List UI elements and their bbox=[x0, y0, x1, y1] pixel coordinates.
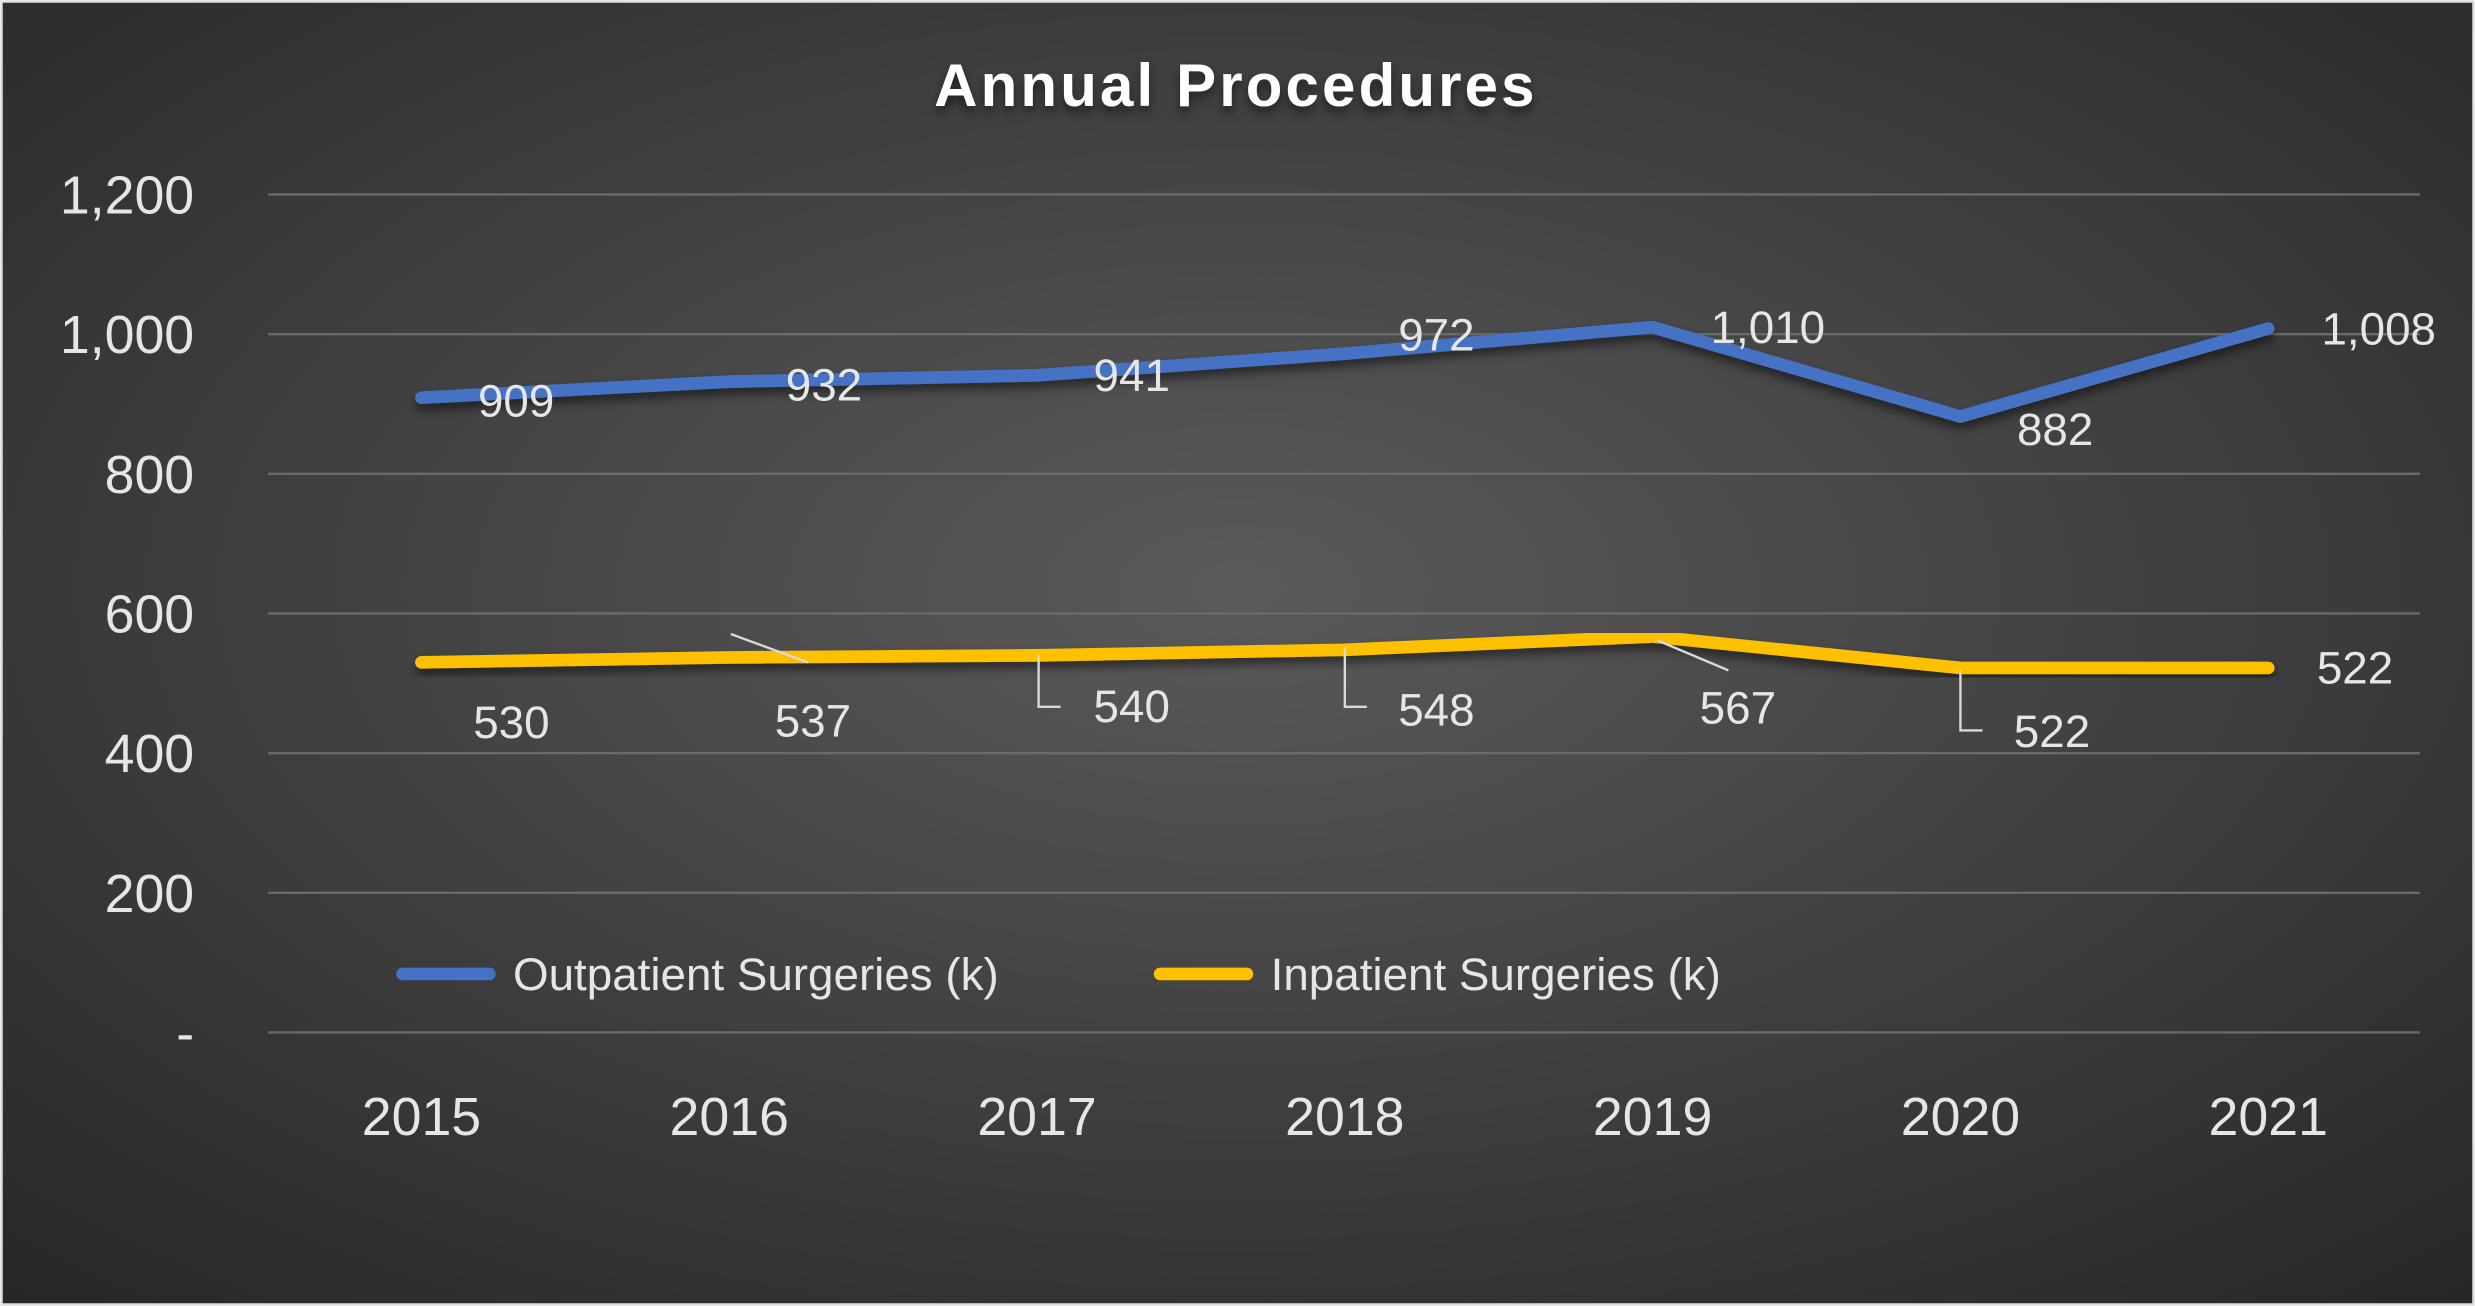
data-label: 530 bbox=[473, 697, 549, 748]
data-point bbox=[1343, 352, 1347, 356]
y-tick-label: - bbox=[176, 1003, 194, 1063]
data-point bbox=[1958, 414, 1963, 419]
data-label: 548 bbox=[1398, 685, 1474, 736]
y-tick-label: 400 bbox=[105, 724, 195, 784]
x-tick-label: 2016 bbox=[670, 1087, 789, 1147]
data-point bbox=[419, 660, 424, 664]
data-point bbox=[1651, 325, 1655, 329]
y-tick-label: 600 bbox=[105, 584, 195, 644]
legend-label: Inpatient Surgeries (k) bbox=[1271, 949, 1721, 1000]
data-point bbox=[1035, 373, 1039, 377]
y-tick-label: 1,000 bbox=[60, 305, 194, 365]
y-tick-label: 800 bbox=[105, 445, 195, 505]
data-label: 537 bbox=[775, 695, 851, 746]
x-tick-label: 2019 bbox=[1593, 1087, 1712, 1147]
data-point bbox=[727, 655, 731, 660]
data-label: 522 bbox=[2014, 706, 2090, 757]
data-point bbox=[2266, 326, 2270, 331]
data-label: 941 bbox=[1094, 350, 1170, 401]
data-point bbox=[1958, 666, 1963, 670]
leader-line bbox=[1343, 648, 1367, 708]
x-tick-label: 2018 bbox=[1285, 1087, 1404, 1147]
x-tick-label: 2020 bbox=[1901, 1087, 2020, 1147]
data-label: 522 bbox=[2317, 643, 2393, 694]
leader-line bbox=[1959, 670, 1983, 732]
leader-line bbox=[1656, 639, 1729, 672]
x-tick-label: 2017 bbox=[977, 1087, 1096, 1147]
data-label: 1,008 bbox=[2321, 303, 2436, 354]
y-tick-label: 200 bbox=[105, 864, 195, 924]
chart-title: Annual Procedures bbox=[934, 52, 1537, 119]
data-label: 540 bbox=[1094, 681, 1170, 732]
data-label: 932 bbox=[786, 360, 862, 411]
data-point bbox=[1651, 634, 1655, 639]
leader-line bbox=[1037, 654, 1061, 708]
data-label: 1,010 bbox=[1711, 302, 1826, 353]
data-point bbox=[2266, 666, 2270, 670]
x-tick-label: 2015 bbox=[362, 1087, 481, 1147]
data-point bbox=[727, 380, 731, 384]
data-label: 567 bbox=[1700, 682, 1776, 733]
x-tick-label: 2021 bbox=[2209, 1087, 2328, 1147]
legend-label: Outpatient Surgeries (k) bbox=[513, 949, 999, 1000]
data-label: 972 bbox=[1398, 309, 1474, 360]
y-tick-label: 1,200 bbox=[60, 165, 194, 225]
data-point bbox=[419, 396, 424, 400]
leader-line bbox=[730, 632, 809, 664]
data-label: 909 bbox=[478, 376, 554, 427]
data-label: 882 bbox=[2017, 404, 2093, 455]
